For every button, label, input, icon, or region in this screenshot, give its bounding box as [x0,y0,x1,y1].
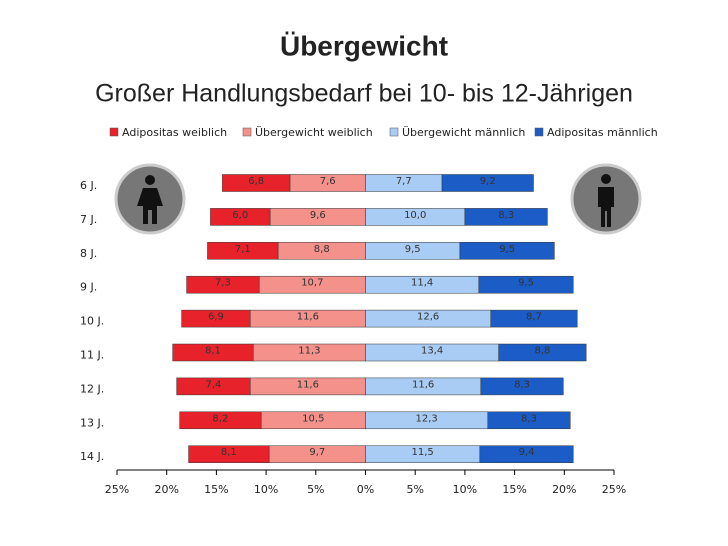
x-tick-label: 25% [602,483,626,496]
bar [459,242,555,260]
chart-subtitle: Großer Handlungsbedarf bei 10- bis 12-Jä… [95,80,633,108]
value-label: 11,6 [297,379,319,390]
x-tick-label: 15% [502,483,526,496]
bar [172,343,254,362]
value-label: 11,6 [297,312,319,323]
value-label: 9,5 [518,278,534,289]
bar [186,275,260,294]
bar [498,343,587,362]
legend-label: Übergewicht weiblich [255,126,373,139]
bar [479,445,574,463]
value-label: 8,3 [498,210,514,221]
bar [188,445,270,463]
value-label: 11,6 [412,379,434,390]
x-tick-label: 5% [406,483,423,496]
value-label: 8,3 [521,413,537,424]
value-label: 9,2 [480,176,496,187]
y-tick-label: 14 J. [80,450,104,463]
value-label: 6,0 [232,210,248,221]
value-label: 13,4 [421,346,443,357]
value-label: 10,7 [301,278,323,289]
value-label: 8,3 [514,379,530,390]
legend-label: Adipositas männlich [547,126,658,139]
bar [487,411,571,430]
value-label: 7,1 [235,244,251,255]
bar [210,208,271,226]
value-label: 8,8 [534,346,550,357]
x-tick-label: 20% [552,483,576,496]
y-tick-label: 9 J. [80,281,97,294]
value-label: 12,3 [415,413,437,424]
value-label: 8,1 [221,447,237,458]
value-label: 11,4 [411,278,433,289]
x-tick-label: 5% [307,483,324,496]
legend-swatch [389,127,399,137]
value-label: 8,1 [205,346,221,357]
x-tick-label: 15% [204,483,228,496]
x-tick-label: 20% [154,483,178,496]
x-tick-label: 0% [357,483,374,496]
value-label: 9,5 [405,244,421,255]
value-label: 6,9 [208,312,224,323]
bar [490,309,578,328]
value-label: 7,6 [320,176,336,187]
x-tick-label: 25% [105,483,129,496]
value-label: 11,5 [412,447,434,458]
y-tick-label: 13 J. [80,416,104,429]
x-tick-label: 10% [254,483,278,496]
value-label: 8,8 [314,244,330,255]
value-label: 10,0 [404,210,426,221]
legend-label: Adipositas weiblich [122,126,227,139]
value-label: 8,2 [212,413,228,424]
bar [464,208,548,226]
y-tick-label: 12 J. [80,382,104,395]
value-label: 7,4 [205,379,221,390]
legend-label: Übergewicht männlich [402,126,525,139]
y-tick-label: 11 J. [80,349,104,362]
y-tick-label: 8 J. [80,247,97,260]
value-label: 9,5 [499,244,515,255]
bar [176,377,251,396]
value-label: 12,6 [417,312,439,323]
legend-swatch [242,127,252,137]
bar [441,174,534,192]
value-label: 7,3 [215,278,231,289]
bar [181,309,251,328]
value-label: 9,4 [519,447,535,458]
bar [222,174,291,192]
value-label: 10,5 [302,413,324,424]
value-label: 8,7 [526,312,542,323]
y-tick-label: 10 J. [80,315,104,328]
y-tick-label: 7 J. [80,213,97,226]
value-label: 11,3 [298,346,320,357]
male-icon [570,163,642,235]
legend-swatch [534,127,544,137]
value-label: 7,7 [396,176,412,187]
x-tick-label: 10% [453,483,477,496]
bar [480,377,564,396]
value-label: 9,6 [310,210,326,221]
bar [179,411,262,430]
bar [478,275,574,294]
bar [207,242,279,260]
value-label: 6,8 [248,176,264,187]
legend-swatch [109,127,119,137]
value-label: 9,7 [309,447,325,458]
female-icon [114,163,186,235]
y-tick-label: 6 J. [80,179,97,192]
chart-title: Übergewicht [280,30,448,61]
